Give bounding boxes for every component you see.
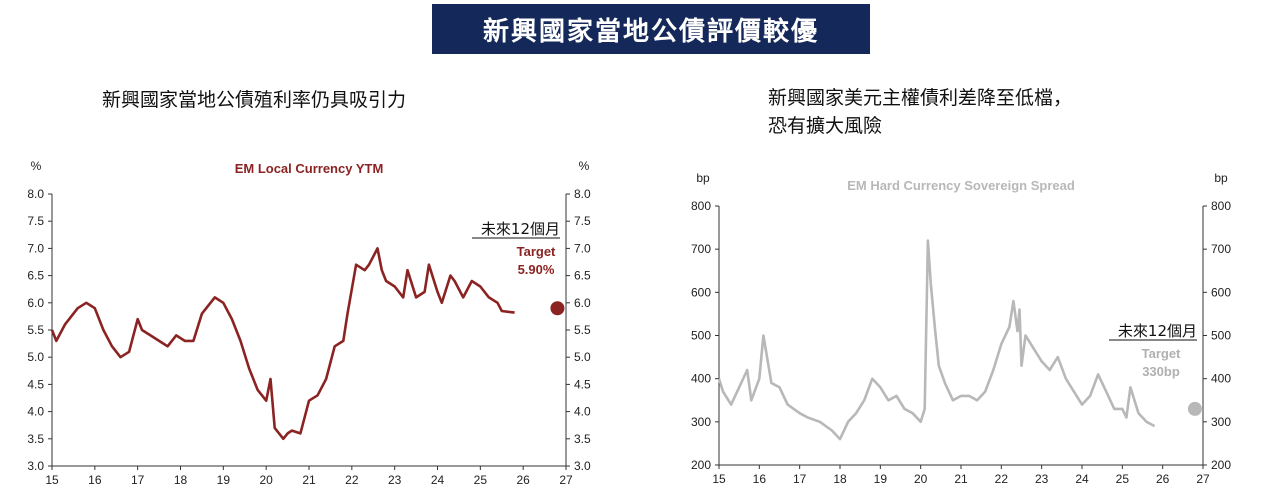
right-chart-xtick-label: 20 xyxy=(914,472,928,486)
left-chart-xtick-label: 20 xyxy=(259,473,273,487)
right-chart-title: EM Hard Currency Sovereign Spread xyxy=(847,178,1075,193)
left-chart-ytick-label-right: 7.5 xyxy=(574,214,591,228)
right-chart-ytick-label-right: 200 xyxy=(1211,458,1231,472)
left-chart-unit-left: % xyxy=(31,159,42,173)
right-chart-ytick-label-right: 300 xyxy=(1211,415,1231,429)
right-chart-ytick-label-left: 800 xyxy=(691,199,711,213)
right-chart-xtick-label: 21 xyxy=(954,472,968,486)
left-chart-ytick-label-left: 6.0 xyxy=(27,296,44,310)
left-chart-ytick-label-right: 3.0 xyxy=(574,459,591,473)
left-chart-ytick-label-left: 4.0 xyxy=(27,405,44,419)
left-chart-ytick-label-left: 4.5 xyxy=(27,377,44,391)
left-chart-ytick-label-right: 8.0 xyxy=(574,187,591,201)
left-chart-ytick-label-left: 7.0 xyxy=(27,241,44,255)
right-chart-forecast-label: 未來12個月 xyxy=(1118,322,1197,340)
left-chart-ytick-label-right: 5.5 xyxy=(574,323,591,337)
right-chart-ytick-label-left: 400 xyxy=(691,372,711,386)
left-chart-xtick-label: 23 xyxy=(388,473,402,487)
right-chart-subtitle-line1: 新興國家美元主權債利差降至低檔， xyxy=(768,87,1073,109)
left-chart-ytick-label-left: 5.0 xyxy=(27,350,44,364)
left-chart-xtick-label: 16 xyxy=(88,473,102,487)
left-chart-ytick-label-left: 8.0 xyxy=(27,187,44,201)
left-chart-ytick-label-left: 7.5 xyxy=(27,214,44,228)
right-chart-series-line xyxy=(717,239,1156,441)
left-chart-xtick-label: 17 xyxy=(131,473,145,487)
right-chart-xtick-label: 16 xyxy=(753,472,767,486)
left-chart-unit-right: % xyxy=(579,159,590,173)
left-chart-ytick-label-right: 4.5 xyxy=(574,377,591,391)
left-chart-ytick-label-right: 7.0 xyxy=(574,241,591,255)
left-chart-title: EM Local Currency YTM xyxy=(235,161,384,176)
right-chart-ytick-label-right: 800 xyxy=(1211,199,1231,213)
left-chart-target-label: Target xyxy=(517,244,556,259)
right-chart-subtitle-line2: 恐有擴大風險 xyxy=(768,115,883,137)
left-chart-ytick-label-left: 6.5 xyxy=(27,269,44,283)
left-chart-subtitle: 新興國家當地公債殖利率仍具吸引力 xyxy=(102,89,407,111)
left-chart-target-marker xyxy=(550,301,565,316)
left-chart-ytick-label-left: 3.0 xyxy=(27,459,44,473)
right-chart-subtitle: 新興國家美元主權債利差降至低檔， 恐有擴大風險 xyxy=(768,84,1072,140)
left-chart-xtick-label: 26 xyxy=(516,473,530,487)
right-chart-ytick-label-left: 600 xyxy=(691,285,711,299)
right-chart-target-value: 330bp xyxy=(1142,364,1180,379)
right-chart-panel: bp bp EM Hard Currency Sovereign Spread 200… xyxy=(667,170,1249,500)
left-chart-ytick-label-right: 6.0 xyxy=(574,296,591,310)
left-chart-xtick-label: 25 xyxy=(474,473,488,487)
left-chart-xtick-label: 18 xyxy=(174,473,188,487)
left-chart-ytick-label-left: 3.5 xyxy=(27,432,44,446)
right-chart-xtick-label: 25 xyxy=(1116,472,1130,486)
em-hard-currency-spread-chart: bp bp EM Hard Currency Sovereign Spread 200… xyxy=(691,171,1231,486)
page-title: 新興國家當地公債評價較優 xyxy=(432,4,870,54)
right-chart-ytick-label-right: 600 xyxy=(1211,285,1231,299)
right-chart-ytick-label-right: 700 xyxy=(1211,242,1231,256)
right-chart-xtick-label: 26 xyxy=(1156,472,1170,486)
right-chart-xtick-label: 27 xyxy=(1196,472,1210,486)
right-chart-xtick-label: 18 xyxy=(833,472,847,486)
left-chart-xtick-label: 15 xyxy=(45,473,59,487)
right-chart-xtick-label: 23 xyxy=(1035,472,1049,486)
left-chart-ytick-label-left: 5.5 xyxy=(27,323,44,337)
right-chart-ytick-label-left: 300 xyxy=(691,415,711,429)
left-chart-series-line xyxy=(50,247,515,441)
right-chart-xtick-label: 24 xyxy=(1075,472,1089,486)
right-chart-xtick-label: 15 xyxy=(712,472,726,486)
left-chart-ytick-label-right: 4.0 xyxy=(574,405,591,419)
right-chart-ytick-label-right: 500 xyxy=(1211,329,1231,343)
left-chart-xtick-label: 27 xyxy=(559,473,573,487)
right-chart-target-marker xyxy=(1187,401,1202,416)
left-chart-ytick-label-right: 6.5 xyxy=(574,269,591,283)
left-chart-panel: %% EM Local Currency YTM 3.0 3.0 3.5 3.5 4.0 4.… xyxy=(14,150,610,495)
right-chart-xtick-label: 17 xyxy=(793,472,807,486)
right-chart-target-label: Target xyxy=(1142,346,1181,361)
left-chart-ytick-label-right: 3.5 xyxy=(574,432,591,446)
left-chart-forecast-label: 未來12個月 xyxy=(481,220,560,238)
right-chart-ytick-label-left: 700 xyxy=(691,242,711,256)
right-chart-ytick-label-right: 400 xyxy=(1211,372,1231,386)
right-chart-ytick-label-left: 200 xyxy=(691,458,711,472)
left-chart-target-value: 5.90% xyxy=(518,262,555,277)
right-chart-unit-right: bp xyxy=(1214,171,1228,185)
left-chart-xtick-label: 24 xyxy=(431,473,445,487)
em-local-currency-ytm-chart: % % EM Local Currency YTM 3.0 3.0 3.5 3.5 4.0 4.… xyxy=(27,159,591,487)
right-chart-ytick-label-left: 500 xyxy=(691,329,711,343)
right-chart-xtick-label: 19 xyxy=(874,472,888,486)
right-chart-xtick-label: 22 xyxy=(995,472,1009,486)
left-chart-ytick-label-right: 5.0 xyxy=(574,350,591,364)
left-chart-xtick-label: 22 xyxy=(345,473,359,487)
left-chart-xtick-label: 19 xyxy=(217,473,231,487)
right-chart-unit-left: bp xyxy=(696,171,710,185)
left-chart-xtick-label: 21 xyxy=(302,473,316,487)
